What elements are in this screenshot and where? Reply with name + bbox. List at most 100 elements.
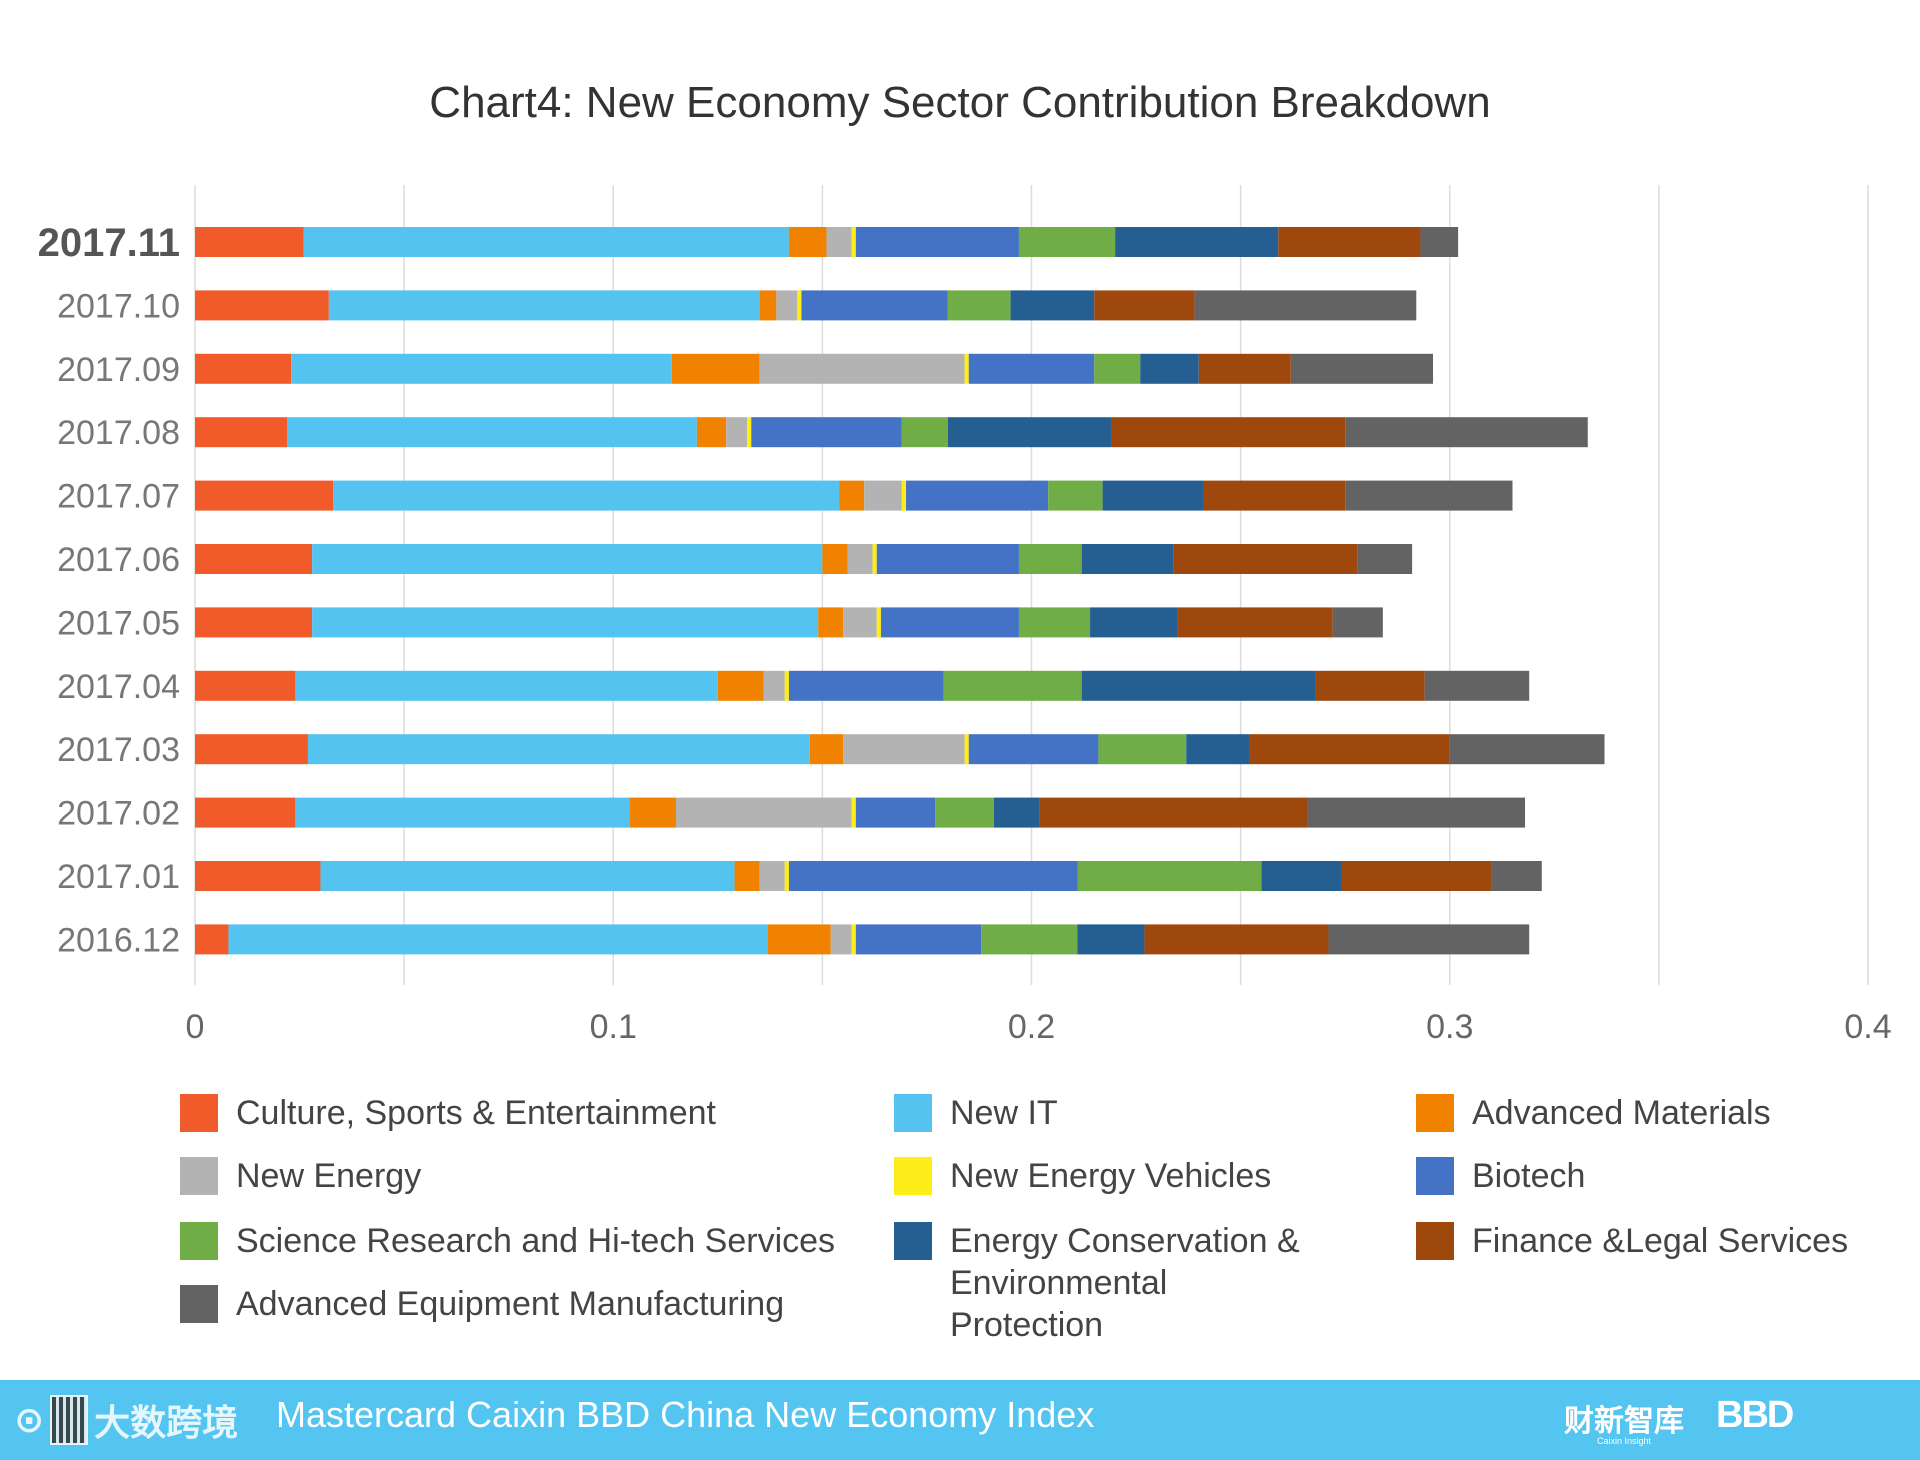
bar-segment	[675, 797, 852, 828]
bar-segment	[295, 670, 718, 701]
x-tick-label: 0	[186, 1008, 205, 1046]
bar-segment	[855, 797, 936, 828]
legend-item: New IT	[894, 1092, 1058, 1134]
legend-swatch	[894, 1094, 932, 1132]
bar-segment	[1202, 480, 1346, 511]
bar-segment	[1186, 734, 1249, 765]
bar-segment	[312, 607, 819, 638]
bar-segment	[822, 544, 848, 574]
bar-segment	[1449, 734, 1605, 765]
bar-segment	[776, 290, 798, 321]
caixin-insight-logo: 财新智库 Caixin Insight	[1564, 1396, 1684, 1446]
bar-segment	[312, 544, 823, 574]
bar-segment	[759, 290, 777, 321]
legend-swatch	[894, 1222, 932, 1260]
bar-segment	[1039, 797, 1308, 828]
caixin-insight-sub: Caixin Insight	[1596, 1436, 1652, 1446]
bar-segment	[1110, 417, 1346, 448]
bar-segment	[195, 861, 321, 891]
bar-segment	[1194, 290, 1417, 321]
bar-segment	[839, 480, 865, 511]
bar-segment	[981, 924, 1078, 955]
y-tick-label: 2017.05	[57, 604, 180, 642]
legend-item: New Energy Vehicles	[894, 1155, 1271, 1197]
legend-label: Energy Conservation & Environmental Prot…	[950, 1222, 1300, 1344]
y-tick-label: 2017.03	[57, 731, 180, 769]
legend-swatch	[180, 1285, 218, 1323]
legend-swatch	[1416, 1094, 1454, 1132]
legend-label: New Energy Vehicles	[950, 1157, 1272, 1195]
legend-swatch	[1416, 1222, 1454, 1260]
bar-segment	[851, 797, 856, 828]
y-tick-label: 2017.11	[38, 221, 180, 265]
bar-segment	[964, 353, 969, 384]
legend-item: Science Research and Hi-tech Services	[180, 1220, 835, 1262]
bar-segment	[851, 924, 856, 955]
bar-segment	[830, 924, 852, 955]
bar-segment	[1345, 480, 1513, 511]
bar-segment	[307, 734, 810, 765]
x-tick-label: 0.2	[1008, 1008, 1055, 1046]
bar-segment	[906, 480, 1049, 511]
bar-segment	[1357, 544, 1413, 574]
bar-segment	[872, 544, 877, 574]
bar-segment	[1328, 924, 1530, 955]
y-tick-label: 2017.07	[57, 478, 180, 516]
bar-segment	[1315, 670, 1425, 701]
bar-segment	[1048, 480, 1103, 511]
legend-item: Biotech	[1416, 1155, 1585, 1197]
bar-segment	[851, 227, 856, 257]
legend-swatch	[180, 1094, 218, 1132]
caixin-insight-name: 财新智库	[1564, 1405, 1684, 1438]
bar-segment	[784, 670, 789, 701]
legend-label: Advanced Equipment Manufacturing	[236, 1285, 785, 1323]
bar-segment	[195, 544, 313, 574]
bar-segment	[1278, 227, 1421, 257]
legend-label: New Energy	[236, 1157, 422, 1195]
x-tick-label: 0.1	[590, 1008, 637, 1046]
barcode-icon	[50, 1395, 89, 1445]
bar-segment	[947, 417, 1111, 448]
bar-segment	[195, 227, 304, 257]
legend-item: New Energy	[180, 1155, 421, 1197]
legend-swatch	[180, 1222, 218, 1260]
bar-segment	[1261, 861, 1342, 891]
bar-segment	[1173, 544, 1358, 574]
bar-segment	[320, 861, 735, 891]
bar-segment	[901, 480, 907, 511]
bar-segment	[947, 290, 1011, 321]
legend: Culture, Sports & Entertainment New IT A…	[0, 1092, 1920, 1344]
bbd-logo: BBD	[1716, 1394, 1794, 1436]
bar-segment	[1491, 861, 1542, 891]
bar-segment	[826, 227, 852, 257]
bar-segment	[195, 353, 292, 384]
bar-segment	[788, 861, 1078, 891]
bar-segment	[1094, 290, 1195, 321]
bar-segment	[1248, 734, 1450, 765]
bar-segment	[843, 734, 965, 765]
bar-segment	[295, 797, 630, 828]
bar-segment	[943, 670, 1082, 701]
watermark-text: 大数跨境	[94, 1402, 239, 1443]
bar-segment	[855, 227, 1019, 257]
legend-item: Culture, Sports & Entertainment	[180, 1092, 716, 1134]
bar-segment	[1198, 353, 1291, 384]
legend-swatch	[894, 1157, 932, 1195]
bar-segment	[195, 417, 288, 448]
legend-swatch	[1416, 1157, 1454, 1195]
bar-segment	[195, 670, 296, 701]
bar-segment	[303, 227, 789, 257]
bar-segment	[843, 607, 877, 638]
legend-item: Advanced Equipment Manufacturing	[180, 1283, 784, 1325]
bar-segment	[195, 924, 229, 955]
bar-segment	[964, 734, 969, 765]
bar-segment	[726, 417, 748, 448]
x-tick-label: 0.3	[1426, 1008, 1473, 1046]
bar-segment	[195, 290, 329, 321]
y-tick-label: 2017.08	[57, 414, 180, 452]
legend-label: Science Research and Hi-tech Services	[236, 1222, 836, 1260]
bar-segment	[864, 480, 902, 511]
legend-label: Culture, Sports & Entertainment	[236, 1094, 717, 1132]
bar-segment	[1077, 861, 1262, 891]
bar-segment	[195, 797, 296, 828]
